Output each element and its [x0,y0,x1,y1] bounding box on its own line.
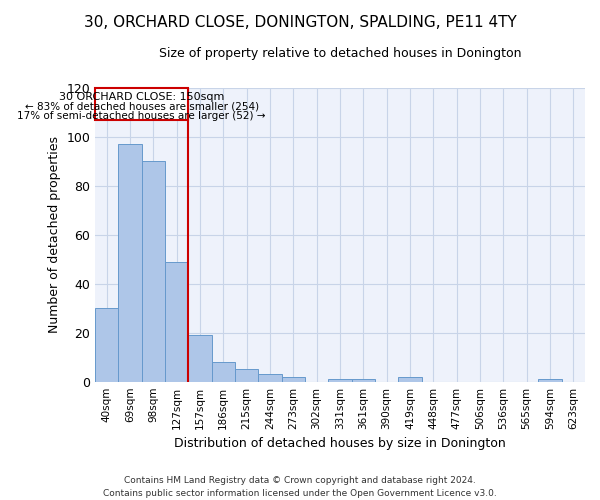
Bar [95,308,118,382]
Bar [142,162,165,382]
Text: 30 ORCHARD CLOSE: 150sqm: 30 ORCHARD CLOSE: 150sqm [59,92,224,102]
Y-axis label: Number of detached properties: Number of detached properties [47,136,61,334]
Text: 30, ORCHARD CLOSE, DONINGTON, SPALDING, PE11 4TY: 30, ORCHARD CLOSE, DONINGTON, SPALDING, … [83,15,517,30]
Bar [398,377,422,382]
Text: 17% of semi-detached houses are larger (52) →: 17% of semi-detached houses are larger (… [17,112,266,122]
Text: Contains HM Land Registry data © Crown copyright and database right 2024.
Contai: Contains HM Land Registry data © Crown c… [103,476,497,498]
Bar [538,379,562,382]
Bar [95,88,188,120]
Bar [188,335,212,382]
Bar [259,374,281,382]
Bar [235,370,259,382]
Bar [328,379,352,382]
Bar [165,262,188,382]
Bar [118,144,142,382]
Title: Size of property relative to detached houses in Donington: Size of property relative to detached ho… [159,48,521,60]
Bar [212,362,235,382]
Text: ← 83% of detached houses are smaller (254): ← 83% of detached houses are smaller (25… [25,102,259,112]
Bar [352,379,375,382]
X-axis label: Distribution of detached houses by size in Donington: Distribution of detached houses by size … [174,437,506,450]
Bar [281,377,305,382]
